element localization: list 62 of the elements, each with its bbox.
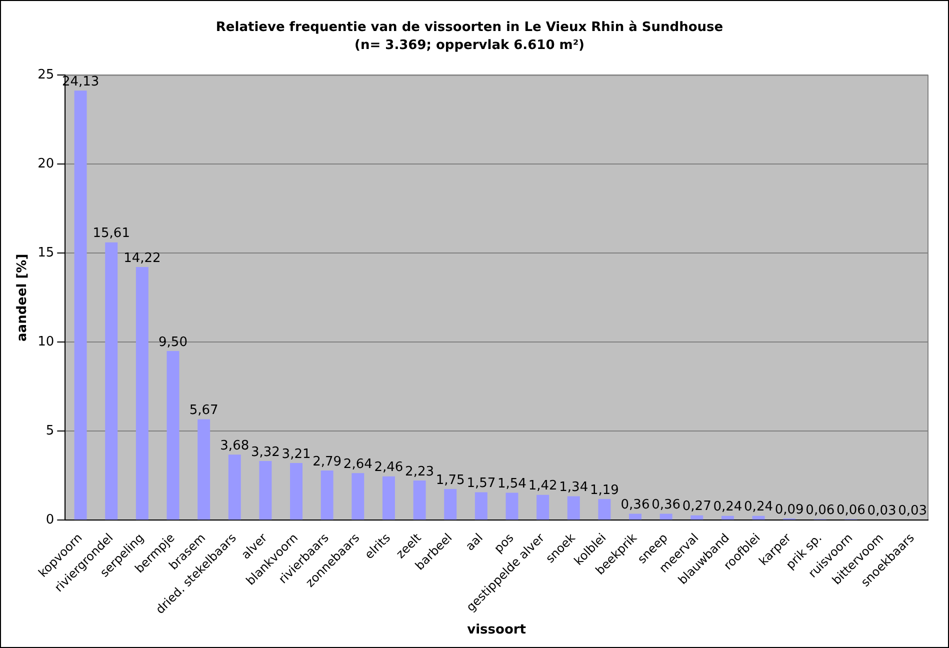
data-label: 5,67 — [189, 403, 218, 418]
data-label: 0,24 — [713, 500, 742, 515]
y-tick-label: 25 — [38, 68, 54, 83]
bar — [413, 480, 426, 520]
bar — [629, 514, 642, 520]
y-tick-label: 10 — [38, 334, 54, 350]
data-label: 3,21 — [282, 446, 311, 462]
bar — [290, 463, 303, 520]
bar — [166, 351, 180, 520]
data-label: 0,06 — [836, 502, 866, 518]
data-label: 15,61 — [92, 226, 130, 242]
bar — [105, 242, 118, 520]
data-label: 1,54 — [498, 476, 526, 492]
bar — [752, 516, 765, 520]
data-label: 0,36 — [620, 498, 650, 513]
data-label: 2,64 — [343, 457, 372, 472]
bar — [660, 514, 672, 520]
y-tick-label: 0 — [46, 512, 54, 528]
data-label: 1,57 — [466, 476, 496, 492]
y-axis-title: aandeel [%] — [15, 254, 30, 342]
data-label: 1,42 — [528, 478, 558, 494]
bar — [506, 492, 518, 520]
data-label: 1,75 — [436, 472, 465, 488]
x-tick-label: pos — [491, 530, 516, 556]
y-tick-label: 5 — [46, 424, 54, 439]
data-label: 9,50 — [158, 334, 188, 350]
bar — [598, 498, 611, 520]
chart-subtitle: (n= 3.369; oppervlak 6.610 m²) — [354, 38, 584, 53]
bar — [444, 488, 457, 520]
data-label: 0,03 — [867, 503, 896, 518]
y-tick-label: 20 — [38, 156, 54, 172]
bar — [536, 494, 550, 520]
data-label: 14,22 — [124, 250, 161, 266]
bar — [352, 473, 364, 520]
chart-title: Relatieve frequentie van de vissoorten in Le Vieux Rhin à Sundhouse — [216, 20, 724, 36]
bar — [320, 470, 334, 520]
data-label: 1,34 — [559, 480, 588, 496]
bar — [474, 492, 488, 520]
bar — [690, 515, 704, 520]
bar — [259, 461, 272, 520]
data-label: 0,36 — [652, 498, 681, 513]
data-label: 3,32 — [250, 444, 280, 460]
data-label: 0,09 — [774, 502, 804, 518]
bar — [198, 419, 210, 520]
bar — [567, 496, 580, 520]
data-label: 0,06 — [806, 502, 835, 518]
data-label: 2,46 — [374, 460, 404, 476]
data-label: 0,03 — [898, 503, 928, 518]
data-label: 0,27 — [682, 499, 712, 514]
y-tick-label: 15 — [38, 246, 54, 261]
x-axis-title: vissoort — [467, 622, 526, 638]
data-label: 2,79 — [312, 454, 342, 470]
data-label: 3,68 — [220, 438, 250, 454]
data-label: 2,23 — [405, 464, 434, 480]
data-label: 1,19 — [590, 482, 619, 498]
bar — [721, 516, 734, 520]
bar — [136, 267, 148, 520]
x-tick-label: aal — [462, 530, 486, 554]
bar — [382, 476, 395, 520]
bar — [74, 90, 87, 520]
data-label: 0,24 — [744, 500, 773, 515]
bar — [228, 454, 241, 520]
